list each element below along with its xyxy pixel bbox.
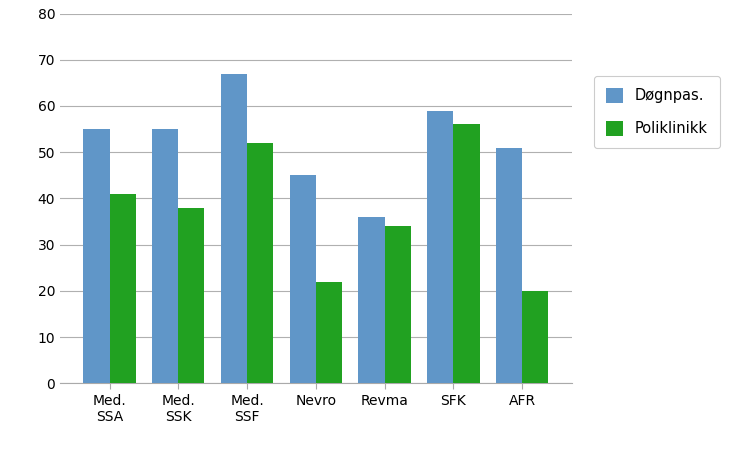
Bar [178, 207, 205, 383]
Bar [359, 217, 384, 383]
Bar [384, 226, 411, 383]
Bar [496, 147, 522, 383]
Bar [316, 281, 342, 383]
Bar [290, 175, 316, 383]
Bar [152, 129, 178, 383]
Bar [83, 129, 110, 383]
Bar [453, 124, 480, 383]
Bar [221, 74, 247, 383]
Bar [522, 291, 548, 383]
Bar [247, 143, 273, 383]
Bar [427, 110, 453, 383]
Legend: Døgnpas., Poliklinikk: Døgnpas., Poliklinikk [594, 76, 720, 148]
Bar [110, 194, 135, 383]
